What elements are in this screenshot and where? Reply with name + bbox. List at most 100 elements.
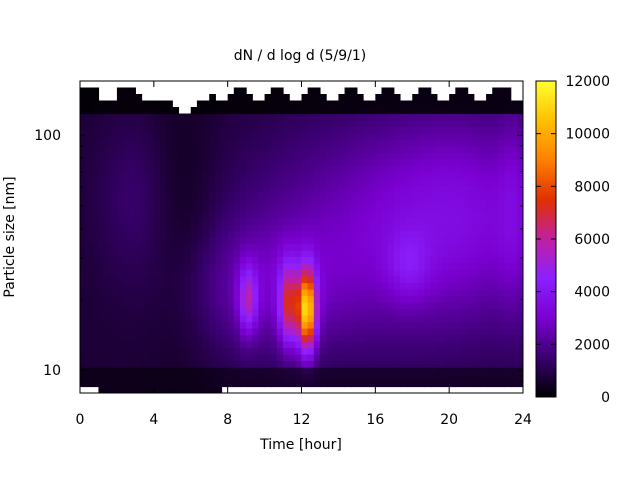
heatmap-cell — [473, 302, 481, 310]
heatmap-cell — [319, 185, 327, 193]
heatmap-cell — [381, 256, 389, 264]
heatmap-cell — [123, 120, 130, 128]
heatmap-cell — [246, 126, 253, 134]
heatmap-cell — [332, 347, 340, 355]
heatmap-cell — [239, 263, 247, 271]
heatmap-cell — [319, 100, 327, 108]
heatmap-cell — [153, 269, 161, 277]
heatmap-cell — [104, 347, 112, 355]
heatmap-cell — [387, 94, 395, 102]
heatmap-cell — [141, 133, 149, 141]
heatmap-cell — [141, 224, 149, 232]
heatmap-cell — [363, 276, 370, 284]
heatmap-cell — [467, 230, 475, 238]
heatmap-cell — [264, 133, 272, 141]
heatmap-cell — [516, 380, 523, 388]
heatmap-cell — [215, 289, 223, 297]
heatmap-cell — [196, 289, 204, 297]
heatmap-cell — [356, 354, 364, 362]
heatmap-cell — [473, 263, 481, 271]
heatmap-cell — [92, 308, 100, 316]
heatmap-cell — [307, 230, 315, 238]
heatmap-cell — [504, 198, 512, 206]
heatmap-cell — [92, 120, 100, 128]
heatmap-cell — [338, 185, 346, 193]
heatmap-cell — [141, 373, 149, 381]
heatmap-cell — [449, 120, 456, 128]
heatmap-cell — [147, 334, 155, 342]
heatmap-cell — [239, 360, 247, 368]
heatmap-cell — [227, 250, 235, 258]
heatmap-cell — [473, 159, 481, 167]
heatmap-cell — [467, 282, 475, 290]
heatmap-cell — [443, 100, 450, 108]
heatmap-cell — [307, 282, 315, 290]
heatmap-cell — [233, 256, 241, 264]
heatmap-cell — [313, 263, 321, 271]
heatmap-cell — [270, 328, 278, 336]
heatmap-cell — [203, 289, 210, 297]
heatmap-cell — [313, 146, 321, 154]
heatmap-cell — [313, 94, 321, 102]
heatmap-cell — [381, 250, 389, 258]
heatmap-cell — [424, 302, 432, 310]
heatmap-cell — [246, 334, 253, 342]
heatmap-cell — [98, 360, 106, 368]
heatmap-cell — [283, 237, 290, 245]
heatmap-cell — [86, 100, 93, 108]
heatmap-cell — [486, 354, 493, 362]
heatmap-cell — [418, 172, 426, 180]
heatmap-cell — [418, 133, 426, 141]
heatmap-cell — [473, 276, 481, 284]
heatmap-cell — [116, 178, 124, 186]
heatmap-cell — [227, 328, 235, 336]
heatmap-cell — [436, 263, 444, 271]
heatmap-cell — [412, 94, 419, 102]
heatmap-cell — [283, 347, 290, 355]
heatmap-cell — [467, 341, 475, 349]
heatmap-cell — [387, 289, 395, 297]
heatmap-cell — [172, 373, 180, 381]
heatmap-cell — [443, 146, 450, 154]
heatmap-cell — [258, 269, 266, 277]
heatmap-cell — [135, 237, 143, 245]
heatmap-cell — [326, 256, 333, 264]
heatmap-cell — [98, 328, 106, 336]
heatmap-cell — [221, 360, 229, 368]
heatmap-cell — [461, 315, 469, 323]
heatmap-cell — [307, 328, 315, 336]
heatmap-cell — [350, 113, 358, 121]
heatmap-cell — [227, 94, 235, 102]
heatmap-cell — [129, 341, 136, 349]
heatmap-cell — [252, 308, 260, 316]
heatmap-cell — [356, 282, 364, 290]
heatmap-cell — [98, 302, 106, 310]
heatmap-cell — [166, 315, 173, 323]
heatmap-cell — [178, 256, 186, 264]
heatmap-cell — [387, 360, 395, 368]
heatmap-cell — [363, 191, 370, 199]
x-axis: 0 4 8 12 16 20 24 — [76, 81, 532, 428]
heatmap-cell — [449, 328, 456, 336]
heatmap-cell — [356, 289, 364, 297]
heatmap-cell — [350, 126, 358, 134]
heatmap-cell — [252, 315, 260, 323]
heatmap-cell — [319, 250, 327, 258]
heatmap-cell — [338, 133, 346, 141]
heatmap-cell — [116, 113, 124, 121]
heatmap-cell — [215, 237, 223, 245]
heatmap-cell — [455, 360, 463, 368]
heatmap-cell — [356, 380, 364, 388]
heatmap-cell — [467, 321, 475, 329]
heatmap-cell — [449, 295, 456, 303]
heatmap-cell — [98, 308, 106, 316]
heatmap-cell — [443, 302, 450, 310]
heatmap-cell — [252, 302, 260, 310]
heatmap-cell — [332, 321, 340, 329]
heatmap-cell — [326, 133, 333, 141]
heatmap-cell — [479, 230, 487, 238]
heatmap-cell — [196, 347, 204, 355]
heatmap-cell — [159, 159, 167, 167]
heatmap-cell — [498, 315, 506, 323]
